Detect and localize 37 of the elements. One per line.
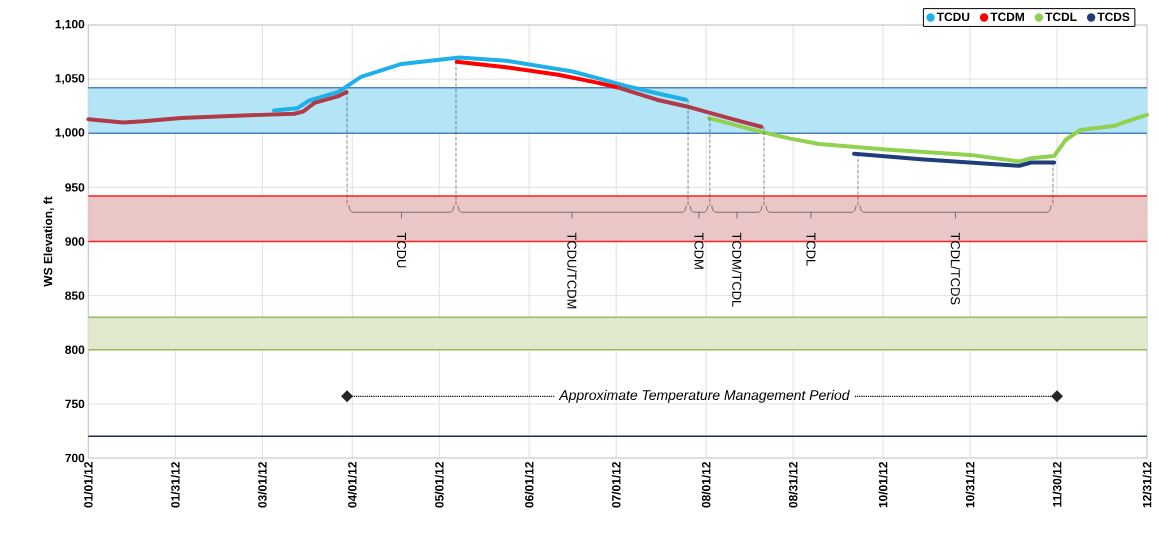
legend-label: TCDU — [936, 12, 970, 22]
x-tick-label: 01/31/12 — [170, 462, 180, 508]
x-tick-label: 06/01/12 — [524, 462, 534, 508]
x-tick-label: 08/31/12 — [788, 462, 798, 508]
annotation: TCDU/TCDM — [567, 232, 577, 309]
line-series — [271, 55, 688, 113]
x-tick-label: 12/31/12 — [1142, 462, 1152, 508]
y-axis-title: WS Elevation, ft — [43, 196, 54, 287]
x-tick-label: 11/30/12 — [1052, 462, 1062, 507]
legend-label: TCDS — [1097, 12, 1130, 22]
x-tick-label: 04/01/12 — [347, 462, 357, 508]
annotation: TCDM — [694, 232, 704, 269]
annotation: TCDL/TCDS — [950, 232, 961, 305]
annotation: TCDL — [806, 232, 816, 266]
x-tick-label: 08/01/12 — [701, 462, 711, 508]
annotation: TCDU — [396, 232, 407, 268]
y-tick-label: 900 — [65, 237, 85, 246]
x-tick-label: 05/01/12 — [434, 462, 444, 508]
y-tick-label: 950 — [65, 183, 85, 192]
line-series — [707, 112, 1149, 164]
y-tick-label: 750 — [65, 399, 85, 409]
x-tick-label: 10/01/12 — [878, 462, 888, 508]
y-tick-label: 700 — [65, 453, 85, 463]
line-series — [852, 151, 1057, 168]
legend-label: TCDL — [1045, 12, 1077, 22]
x-tick-label: 10/31/12 — [965, 462, 975, 508]
x-tick-label: 07/01/12 — [611, 462, 621, 508]
y-tick-label: 1,050 — [55, 74, 85, 85]
annotation: TCDM/TCDL — [732, 232, 742, 307]
x-tick-label: 01/01/12 — [83, 462, 93, 508]
y-tick-label: 850 — [65, 291, 85, 300]
y-tick-label: 800 — [65, 345, 85, 354]
annotation: Approximate Temperature Management Period — [558, 389, 850, 403]
x-tick-label: 03/01/12 — [257, 462, 267, 508]
y-tick-label: 1,000 — [55, 128, 85, 139]
y-tick-label: 1,100 — [55, 19, 85, 31]
legend-label: TCDM — [990, 12, 1024, 22]
